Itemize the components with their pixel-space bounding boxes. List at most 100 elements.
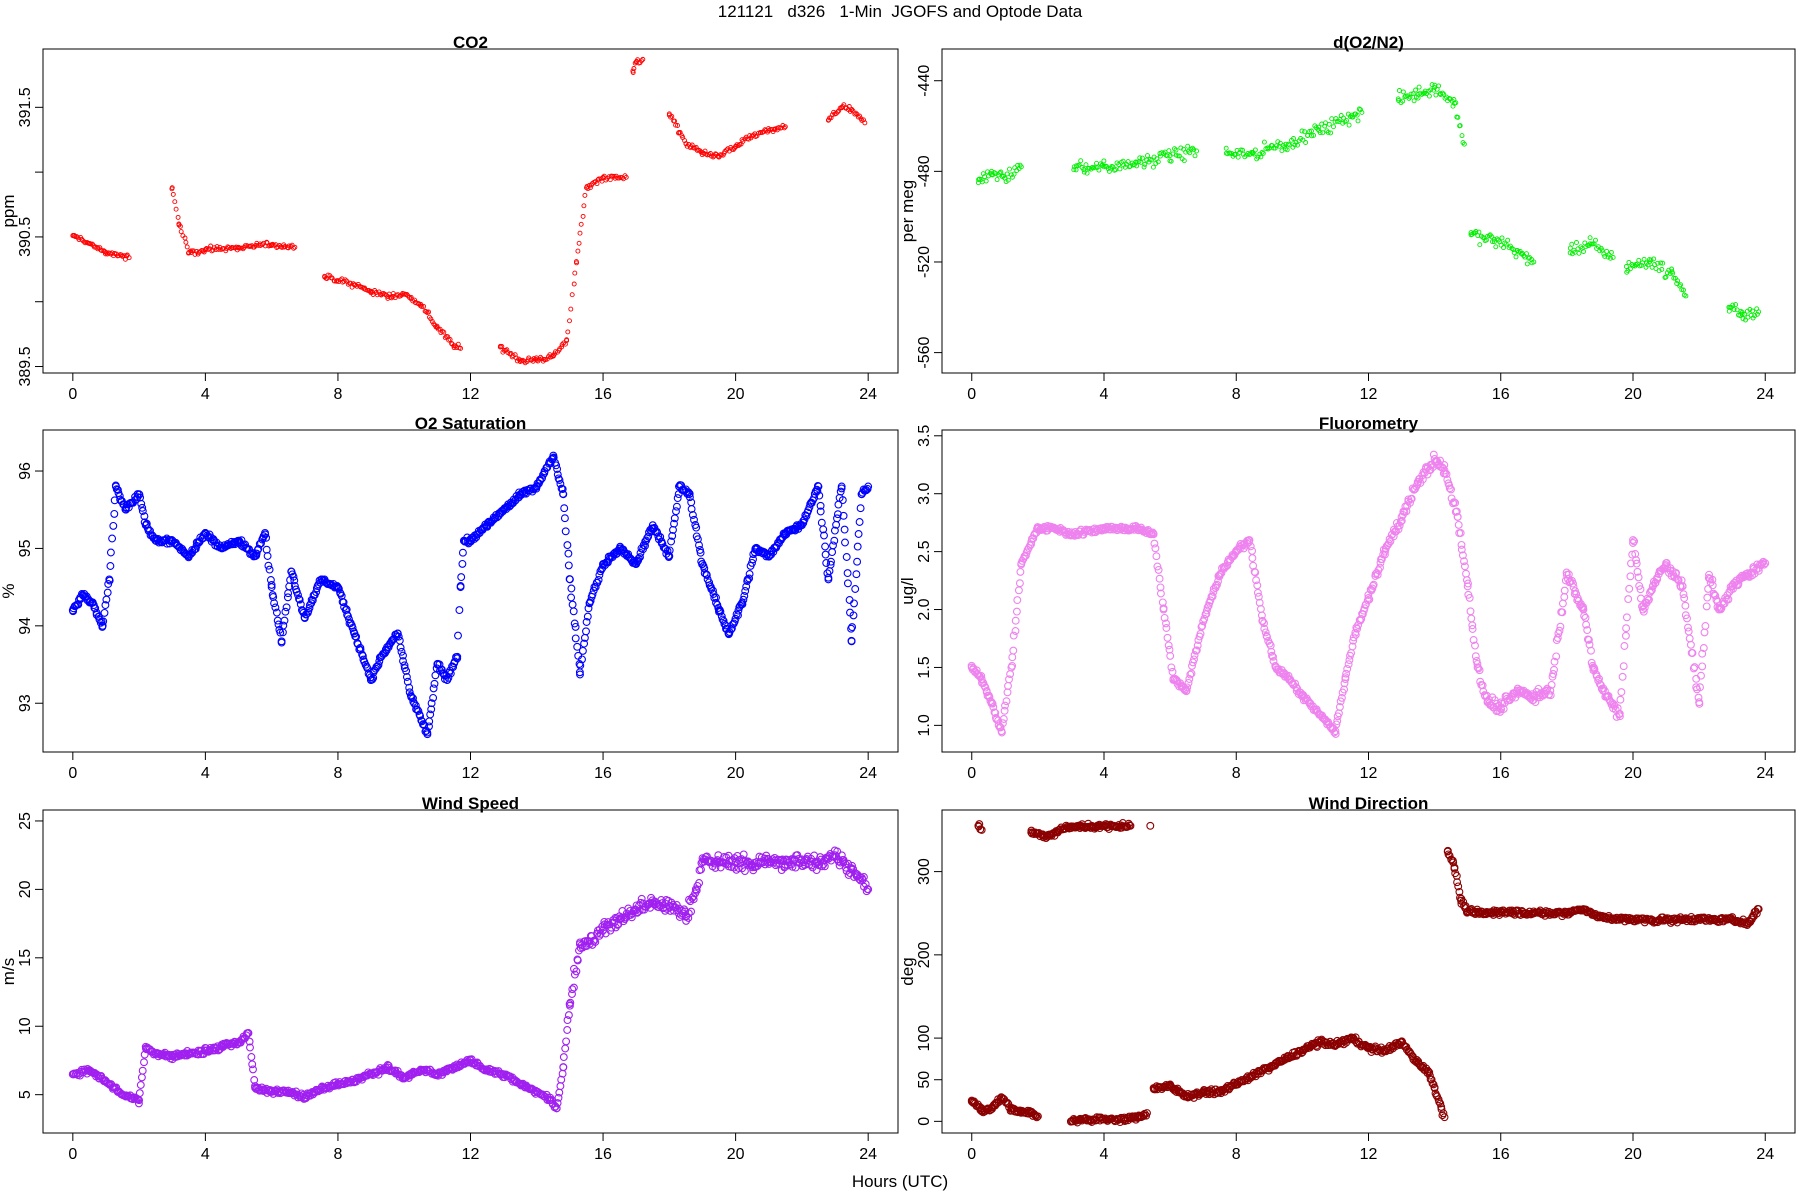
wind-direction-point xyxy=(997,1094,1006,1102)
do2n2-point xyxy=(1178,145,1184,151)
do2n2-point xyxy=(1071,167,1077,173)
o2-saturation-point xyxy=(267,583,276,592)
o2-saturation-point xyxy=(427,705,436,714)
co2-point xyxy=(99,248,105,254)
fluorometry-xtick-label: 12 xyxy=(1360,765,1378,782)
fluorometry-point xyxy=(1454,520,1463,529)
wind-speed-point xyxy=(433,1070,442,1079)
co2-point xyxy=(368,288,374,294)
fluorometry-point xyxy=(1166,651,1175,660)
o2-saturation-point xyxy=(430,679,439,688)
wind-speed-point xyxy=(85,1066,94,1074)
fluorometry-series xyxy=(967,450,1770,738)
o2-saturation-point xyxy=(234,536,243,545)
o2-saturation-point xyxy=(108,534,117,543)
co2-point xyxy=(173,206,179,212)
o2-saturation-point xyxy=(559,490,568,499)
fluorometry-point xyxy=(1615,709,1624,718)
o2-saturation-point xyxy=(847,624,856,633)
wind-speed-point xyxy=(363,1071,372,1080)
fluorometry-point xyxy=(1440,466,1449,475)
co2-point xyxy=(606,174,612,180)
fluorometry-point xyxy=(1291,679,1300,688)
wind-speed-point xyxy=(812,866,821,875)
fluorometry-point xyxy=(1629,536,1637,544)
o2-saturation-point xyxy=(847,637,856,646)
wind-direction-point xyxy=(1754,905,1763,914)
co2-point xyxy=(571,281,577,287)
wind-speed-point xyxy=(561,1044,570,1053)
wind-speed-point xyxy=(591,938,600,946)
o2-saturation-point xyxy=(685,493,694,502)
o2-saturation-point xyxy=(571,622,580,631)
fluorometry-point xyxy=(1531,698,1540,707)
fluorometry-point xyxy=(1261,628,1270,637)
fluorometry-point xyxy=(1632,556,1641,565)
o2-saturation-point xyxy=(425,717,434,726)
wind-speed-ytick-label: 25 xyxy=(17,812,34,830)
co2-point xyxy=(568,306,574,312)
co2-point xyxy=(581,203,587,209)
do2n2-xtick-label: 16 xyxy=(1492,386,1510,403)
fluorometry-point xyxy=(1638,605,1647,614)
do2n2-point xyxy=(1191,147,1197,153)
o2-saturation-point xyxy=(454,631,462,640)
o2-saturation-point xyxy=(670,519,678,528)
o2-saturation-point xyxy=(101,601,110,610)
fluorometry-point xyxy=(1245,536,1254,544)
wind-direction-point xyxy=(1402,1043,1411,1051)
do2n2-point xyxy=(1531,259,1537,265)
o2-saturation-point xyxy=(556,479,565,488)
o2-saturation-point xyxy=(841,538,849,547)
wind-direction-point xyxy=(1056,825,1065,834)
co2-ytick-label: 391.5 xyxy=(17,87,34,127)
fluorometry-ytick-label: 2.5 xyxy=(916,540,933,562)
fluorometry-point xyxy=(1513,686,1522,695)
do2n2-point xyxy=(1354,112,1360,118)
do2n2-point xyxy=(1593,237,1598,243)
o2-saturation-point xyxy=(400,661,409,670)
do2n2-point xyxy=(1168,158,1174,164)
fluorometry-point xyxy=(1471,641,1479,650)
wind-speed-ylabel: m/s xyxy=(0,958,18,985)
wind-speed-point xyxy=(831,851,839,860)
fluorometry-point xyxy=(1016,567,1025,576)
wind-speed-point xyxy=(284,1086,293,1095)
do2n2-point xyxy=(1400,98,1406,104)
fluorometry-point xyxy=(1587,646,1595,655)
do2n2-point xyxy=(1513,254,1519,260)
fluorometry-point xyxy=(1271,663,1280,672)
fluorometry-point xyxy=(1622,613,1631,622)
co2-point xyxy=(373,290,379,295)
do2n2-point xyxy=(1655,260,1661,266)
wind-speed-ytick-label: 20 xyxy=(17,880,34,898)
do2n2-point xyxy=(1125,159,1131,165)
o2-saturation-point xyxy=(668,531,677,540)
o2-saturation-point xyxy=(824,575,833,584)
wind-direction-point xyxy=(1463,907,1472,916)
do2n2-point xyxy=(1627,266,1633,272)
co2-point xyxy=(825,117,831,123)
o2-saturation-point xyxy=(272,608,281,617)
do2n2-point xyxy=(1743,317,1748,323)
fluorometry-point xyxy=(1705,570,1713,579)
o2-saturation-point xyxy=(121,505,130,514)
do2n2-point xyxy=(1223,150,1229,156)
fluorometry-point xyxy=(1636,585,1645,594)
fluorometry-point xyxy=(1581,613,1590,622)
do2n2-point xyxy=(1413,87,1419,93)
co2-point xyxy=(544,356,550,362)
do2n2-point xyxy=(1328,130,1334,136)
do2n2-point xyxy=(1436,83,1442,89)
wind-direction-point xyxy=(1007,1104,1016,1113)
o2-saturation-point xyxy=(580,639,589,648)
co2-point xyxy=(534,357,540,363)
o2-saturation-point xyxy=(138,503,147,512)
fluorometry-point xyxy=(1724,595,1733,604)
fluorometry-point xyxy=(1335,703,1344,711)
o2-saturation-point xyxy=(457,573,466,582)
do2n2-point xyxy=(1681,287,1686,293)
wind-speed-point xyxy=(140,1058,148,1067)
wind-speed-point xyxy=(184,1049,193,1058)
